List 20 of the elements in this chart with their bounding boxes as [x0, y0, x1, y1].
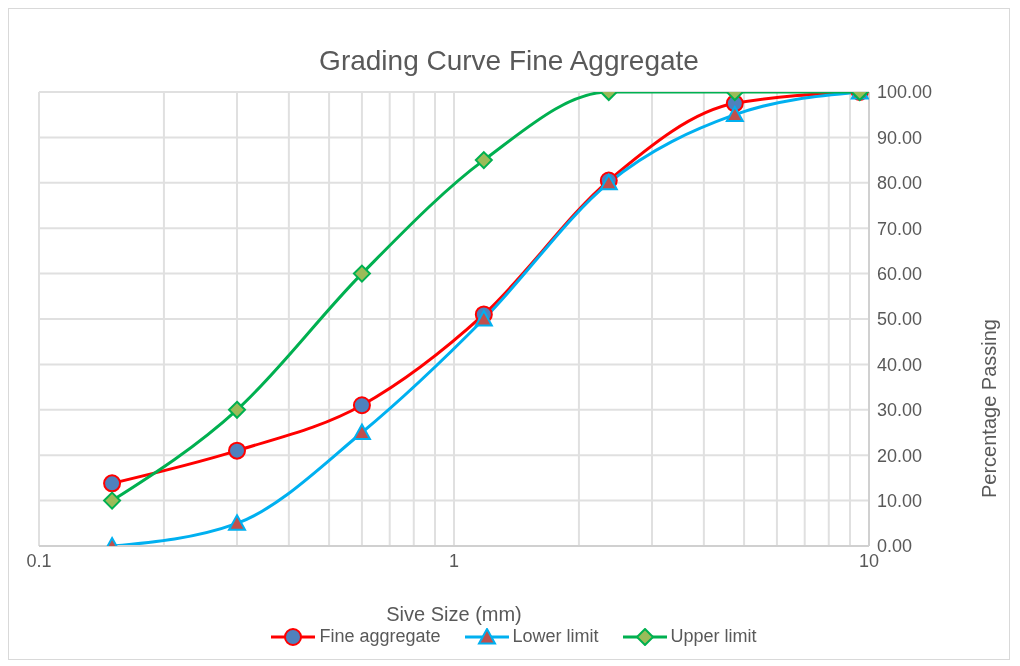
x-tick-label: 0.1: [26, 550, 52, 571]
y-axis-title: Percentage Passing: [978, 319, 1001, 499]
y-tick-label: 70.00: [877, 218, 923, 239]
y-tick-label: 20.00: [877, 445, 923, 466]
y-tick-label: 60.00: [877, 263, 923, 284]
y-tick-label: 80.00: [877, 173, 923, 194]
legend-label: Upper limit: [669, 626, 757, 647]
y-tick-label: 90.00: [877, 127, 923, 148]
y-tick-label: 10.00: [877, 490, 923, 511]
y-tick-label: 50.00: [877, 309, 923, 330]
x-tick-label: 1: [448, 550, 460, 571]
y-tick-label: 30.00: [877, 400, 923, 421]
y-tick-label: 0.00: [877, 536, 913, 557]
legend-label: Fine aggregate: [318, 626, 441, 647]
y-tick-label: 100.00: [877, 82, 933, 103]
chart-title: Grading Curve Fine Aggregate: [318, 45, 700, 77]
legend-label: Lower limit: [511, 626, 599, 647]
x-axis-title: Sive Size (mm): [386, 603, 522, 625]
y-tick-label: 40.00: [877, 354, 923, 375]
x-tick-label: 10: [858, 550, 880, 571]
